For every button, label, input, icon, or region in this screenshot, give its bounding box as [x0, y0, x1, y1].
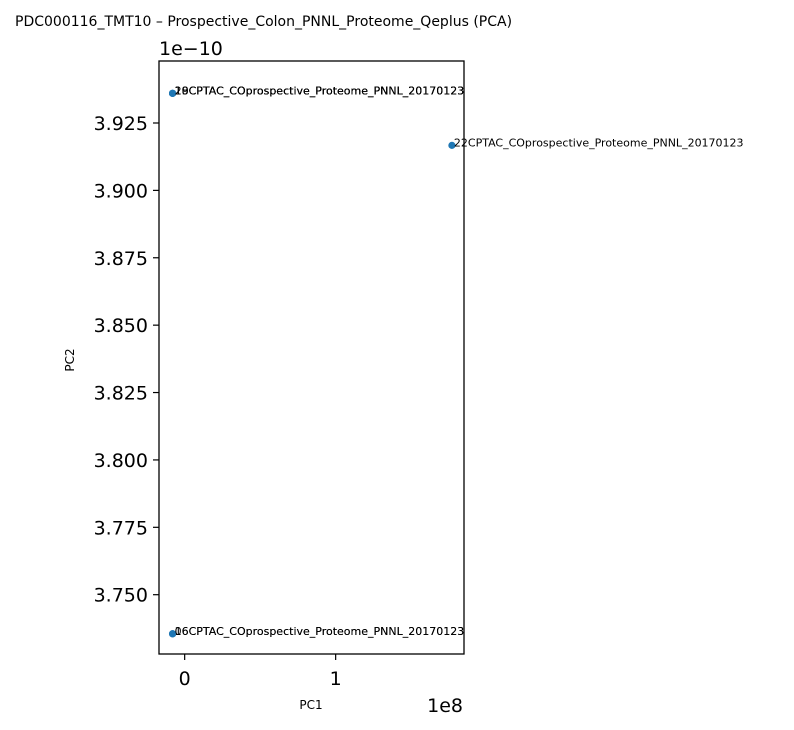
y-tick-label: 3.750 — [94, 585, 148, 607]
y-axis-label: PC2 — [63, 348, 77, 371]
x-tick-label: 0 — [179, 668, 191, 690]
data-point — [448, 141, 456, 149]
data-point-label: 20CPTAC_COprospective_Proteome_PNNL_2017… — [175, 84, 465, 97]
y-axis: 3.750 3.775 3.800 3.825 3.850 3.875 3.900 3.925 — [94, 113, 159, 607]
data-point-label: 19CPTAC_COprospective_Proteome_PNNL_2017… — [175, 84, 465, 97]
y-tick-label: 3.850 — [94, 315, 148, 337]
y-tick-label: 3.800 — [94, 450, 148, 472]
data-point-label: 22CPTAC_COprospective_Proteome_PNNL_2017… — [454, 136, 744, 149]
y-tick-label: 3.900 — [94, 180, 148, 202]
data-point — [168, 89, 177, 97]
x-tick-label: 1 — [330, 668, 342, 690]
data-point-label: 06CPTAC_COprospective_Proteome_PNNL_2017… — [175, 625, 465, 638]
data-points — [168, 89, 456, 638]
y-tick-label: 3.875 — [94, 248, 148, 270]
y-tick-label: 3.775 — [94, 517, 148, 539]
x-axis-label: PC1 — [299, 698, 322, 712]
data-point-labels: 18CPTAC_COprospective_Proteome_PNNL_2017… — [175, 84, 744, 637]
data-point — [168, 630, 177, 638]
plot-area-frame — [158, 60, 465, 655]
x-axis-offset-label: 1e8 — [427, 695, 463, 717]
y-tick-label: 3.825 — [94, 383, 148, 405]
chart-title: PDC000116_TMT10 – Prospective_Colon_PNNL… — [15, 14, 512, 30]
data-point-label: 16CPTAC_COprospective_Proteome_PNNL_2017… — [175, 625, 465, 638]
data-point-label: 18CPTAC_COprospective_Proteome_PNNL_2017… — [175, 84, 465, 97]
y-axis-offset-label: 1e−10 — [159, 38, 223, 60]
y-tick-label: 3.925 — [94, 113, 148, 135]
